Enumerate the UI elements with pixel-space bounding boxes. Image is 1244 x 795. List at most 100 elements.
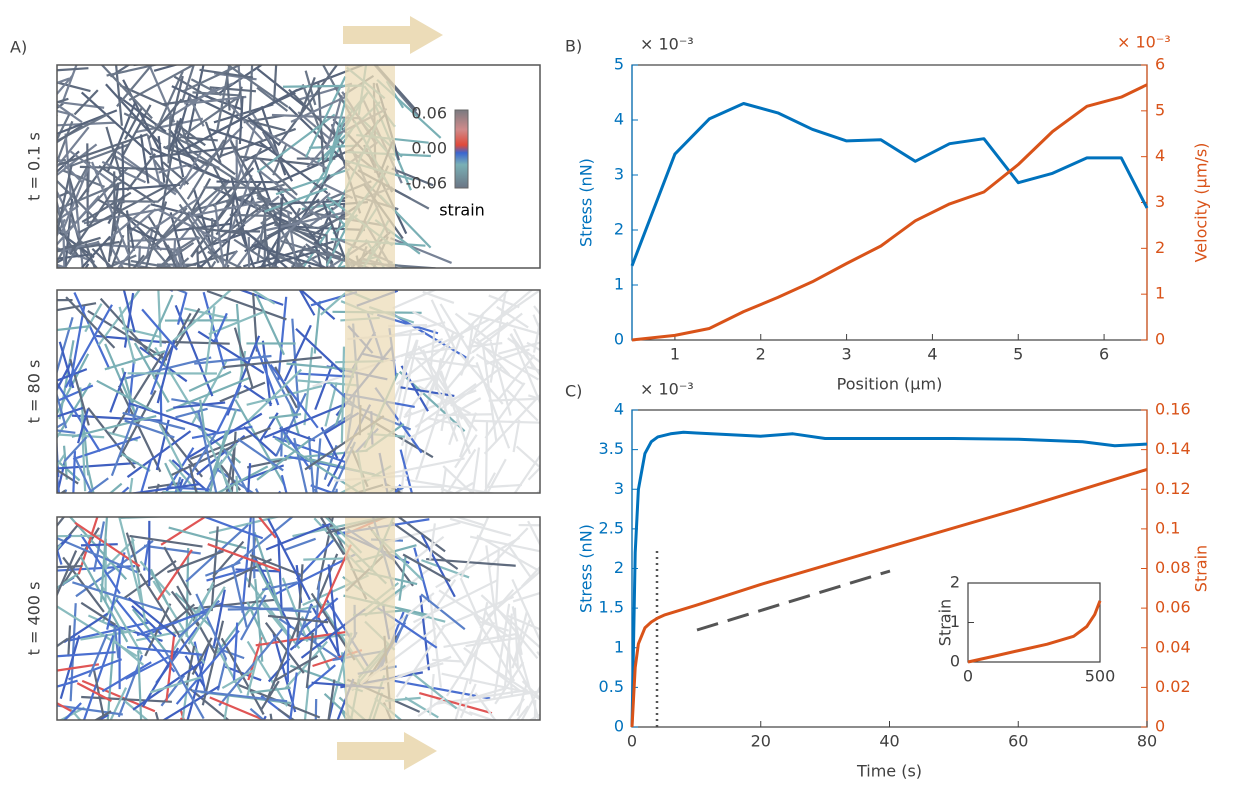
- fiber: [489, 292, 507, 383]
- fiber: [137, 650, 143, 720]
- fiber: [118, 306, 136, 365]
- fiber: [188, 463, 198, 493]
- fiber: [50, 730, 73, 786]
- fiber: [119, 356, 212, 381]
- fiber: [263, 402, 347, 439]
- fiber: [248, 368, 303, 422]
- fiber: [87, 469, 95, 493]
- fiber: [246, 731, 293, 795]
- fiber: [1, 462, 47, 477]
- fiber: [230, 140, 281, 230]
- fiber: [170, 273, 225, 277]
- fiber: [63, 436, 88, 462]
- y2-tick-label: 6: [1155, 55, 1165, 74]
- fiber: [471, 447, 481, 493]
- fiber: [213, 312, 228, 342]
- fiber: [182, 65, 243, 93]
- fiber: [68, 305, 86, 388]
- fiber: [550, 295, 583, 376]
- data-line: [630, 430, 1148, 728]
- y-tick-label: 2: [950, 573, 960, 592]
- y-tick-label: 5: [614, 55, 624, 74]
- fiber: [168, 290, 174, 292]
- fiber: [164, 650, 205, 720]
- fiber: [57, 189, 81, 238]
- fiber: [440, 487, 457, 493]
- fiber: [412, 310, 465, 339]
- fiber: [513, 453, 540, 493]
- fiber: [8, 211, 48, 224]
- fiber: [397, 339, 419, 424]
- fiber: [120, 104, 152, 159]
- fiber: [182, 136, 218, 142]
- time-label: t = 400 s: [25, 582, 44, 656]
- fiber: [266, 617, 302, 700]
- x-tick-label: 5: [1013, 345, 1023, 364]
- x-tick-label: 20: [751, 732, 771, 751]
- fiber: [106, 65, 160, 77]
- fiber: [28, 725, 41, 795]
- fiber: [321, 492, 323, 493]
- fiber: [160, 517, 207, 546]
- fiber: [73, 292, 111, 370]
- fiber: [121, 143, 125, 204]
- x-tick-label: 500: [1085, 667, 1116, 686]
- fiber: [0, 277, 84, 282]
- fiber: [406, 397, 482, 441]
- fiber: [507, 545, 532, 578]
- fiber: [283, 537, 316, 552]
- fiber: [57, 179, 99, 222]
- fiber: [144, 603, 172, 657]
- fiber: [259, 235, 281, 268]
- fiber: [156, 549, 193, 601]
- x-axis-label: Position (μm): [837, 375, 943, 394]
- y-tick-label: 1: [614, 637, 624, 656]
- fiber: [392, 290, 438, 310]
- fiber: [178, 203, 220, 264]
- time-label: t = 80 s: [25, 360, 44, 424]
- fiber: [204, 121, 222, 164]
- fiber: [109, 687, 128, 720]
- fiber: [223, 692, 230, 720]
- fiber: [284, 640, 328, 690]
- fiber: [308, 413, 353, 443]
- fiber: [125, 652, 177, 680]
- fiber: [15, 76, 53, 86]
- x-tick-label: 0: [627, 732, 637, 751]
- fiber: [37, 491, 46, 579]
- fiber: [319, 117, 346, 191]
- panel-label: C): [565, 382, 582, 401]
- fiber: [57, 245, 67, 264]
- fiber: [545, 648, 596, 656]
- fiber: [57, 253, 93, 260]
- fiber: [474, 692, 497, 720]
- fiber: [214, 203, 225, 268]
- fiber: [450, 365, 504, 407]
- fiber-panel: [1, 290, 583, 579]
- fiber: [505, 388, 539, 422]
- fiber: [199, 399, 206, 434]
- fiber: [57, 67, 89, 72]
- plot-frame: [631, 409, 1148, 728]
- fiber: [204, 306, 216, 375]
- fiber: [62, 702, 82, 720]
- y2-axis-label: Velocity (μm/s): [1192, 143, 1211, 263]
- fiber: [215, 646, 243, 694]
- fiber: [314, 363, 334, 411]
- fiber: [431, 618, 466, 667]
- fiber: [216, 180, 277, 184]
- fiber: [215, 65, 231, 132]
- time-label: t = 0.1 s: [25, 132, 44, 201]
- y-tick-label: 3: [614, 479, 624, 498]
- fiber: [196, 248, 200, 268]
- fiber: [240, 594, 267, 641]
- fiber: [57, 121, 116, 127]
- fiber: [129, 534, 203, 548]
- fiber: [41, 679, 42, 729]
- fiber: [488, 527, 529, 568]
- fiber: [136, 610, 206, 637]
- y2-tick-label: 0.14: [1155, 439, 1191, 458]
- fiber: [149, 342, 171, 395]
- x-tick-label: 1: [670, 345, 680, 364]
- fiber: [315, 553, 339, 604]
